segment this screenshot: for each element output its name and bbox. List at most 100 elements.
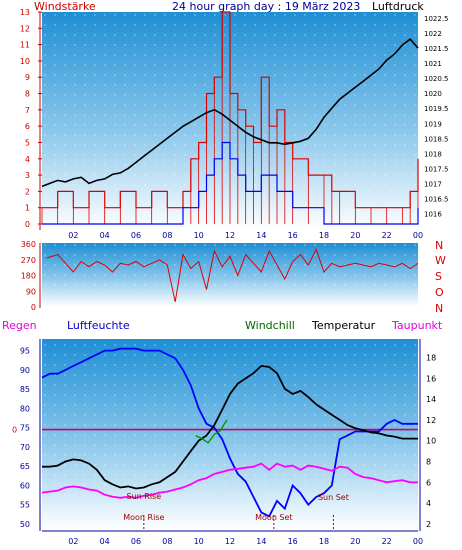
temperature-tick-label: 16: [426, 374, 436, 383]
humidity-tick-label: 55: [20, 501, 30, 510]
dewpoint-series: [41, 462, 418, 499]
wind-direction-series: [46, 248, 419, 302]
pressure-tick-label: 1016.5: [424, 195, 449, 203]
rain-axis-label: Regen: [2, 319, 37, 332]
wind-tick-label: 12: [20, 24, 30, 33]
direction-letter-s: S: [435, 270, 442, 283]
hour-tick-label-top: 12: [225, 231, 235, 240]
humidity-tick-label: 65: [20, 462, 30, 471]
hour-tick-label-top: 22: [382, 231, 392, 240]
hour-tick-label-top: 08: [162, 231, 172, 240]
pressure-tick-label: 1021: [424, 60, 442, 68]
pressure-tick-label: 1019.5: [424, 105, 449, 113]
moon-rise-label: Moon Rise: [123, 513, 164, 522]
pressure-tick-label: 1022: [424, 30, 442, 38]
hour-tick-label-bottom: 00: [413, 537, 423, 546]
hour-tick-label-bottom: 14: [256, 537, 266, 546]
hour-tick-label-top: 06: [131, 231, 141, 240]
wind-tick-label: 4: [25, 155, 30, 164]
chart-title: 24 hour graph day : 19 März 2023: [172, 0, 361, 13]
wind-gust-series: [42, 141, 419, 225]
moon-set-label: Moon Set: [255, 513, 292, 522]
sun-set-label: Sun Set: [318, 493, 349, 502]
wind-tick-label: 7: [25, 106, 30, 115]
humidity-tick-label: 75: [20, 424, 30, 433]
hour-tick-label-bottom: 06: [131, 537, 141, 546]
wind-tick-label: 2: [25, 187, 30, 196]
temperature-tick-label: 6: [426, 478, 431, 487]
wind-tick-label: 11: [20, 41, 30, 50]
wind-tick-label: 5: [25, 138, 30, 147]
wind-axis-label: Windstärke: [34, 0, 96, 13]
wind-tick-label: 0: [25, 220, 30, 229]
direction-letter-o: O: [435, 286, 444, 299]
humidity-tick-label: 60: [20, 481, 30, 490]
pressure-axis-label: Luftdruck: [372, 0, 424, 13]
windchill-legend: Windchill: [245, 319, 295, 332]
temperature-tick-label: 18: [426, 354, 436, 363]
wind-speed-series: [42, 11, 419, 209]
hour-tick-label-top: 18: [319, 231, 329, 240]
pressure-tick-label: 1021.5: [424, 45, 449, 53]
wind-tick-label: 8: [25, 90, 30, 99]
wind-tick-label: 13: [20, 8, 30, 17]
windchill-series: [195, 419, 228, 444]
temperature-tick-label: 2: [426, 520, 431, 529]
pressure-tick-label: 1019: [424, 120, 442, 128]
hour-tick-label-bottom: 20: [350, 537, 360, 546]
hour-tick-label-top: 14: [256, 231, 266, 240]
direction-letter-w: W: [435, 254, 446, 267]
temperature-series: [42, 364, 418, 490]
pressure-tick-label: 1017: [424, 180, 442, 188]
humidity-tick-label: 50: [20, 520, 30, 529]
sun-rise-label: Sun Rise: [127, 492, 162, 501]
temperature-tick-label: 12: [426, 416, 436, 425]
humidity-tick-label: 85: [20, 385, 30, 394]
hour-tick-label-top: 10: [194, 231, 204, 240]
hour-tick-label-top: 16: [288, 231, 298, 240]
hour-tick-label-top: 00: [413, 231, 423, 240]
direction-letter-n-top: N: [435, 239, 444, 252]
pressure-tick-label: 1018: [424, 150, 442, 158]
temperature-tick-label: 14: [426, 395, 436, 404]
pressure-tick-label: 1020: [424, 90, 442, 98]
pressure-tick-label: 1016: [424, 210, 442, 218]
humidity-series: [41, 347, 418, 518]
pressure-tick-label: 1018.5: [424, 135, 449, 143]
direction-tick-label: 90: [26, 287, 36, 296]
temperature-tick-label: 8: [426, 457, 431, 466]
hour-tick-label-bottom: 16: [288, 537, 298, 546]
humidity-tick-label: 95: [20, 347, 30, 356]
pressure-tick-label: 1020.5: [424, 75, 449, 83]
wind-tick-label: 1: [25, 204, 30, 213]
pressure-series: [41, 38, 419, 188]
pressure-tick-label: 1022.5: [424, 15, 449, 23]
hour-tick-label-bottom: 04: [100, 537, 110, 546]
hour-tick-label-top: 02: [68, 231, 78, 240]
hour-tick-label-bottom: 12: [225, 537, 235, 546]
wind-tick-label: 9: [25, 73, 30, 82]
dewpoint-legend: Taupunkt: [392, 319, 443, 332]
hour-tick-label-top: 04: [100, 231, 110, 240]
wind-tick-label: 10: [20, 57, 30, 66]
temperature-tick-label: 10: [426, 437, 436, 446]
direction-tick-label: 360: [21, 240, 36, 249]
direction-tick-label: 270: [21, 256, 36, 265]
direction-letter-n-bottom: N: [435, 302, 444, 315]
hour-tick-label-bottom: 02: [68, 537, 78, 546]
direction-tick-label: 180: [21, 272, 36, 281]
wind-tick-label: 6: [25, 122, 30, 131]
humidity-tick-label: 80: [20, 404, 30, 413]
temperature-axis-label: Temperatur: [312, 319, 376, 332]
humidity-tick-label: 90: [20, 366, 30, 375]
hour-tick-label-bottom: 10: [194, 537, 204, 546]
humidity-tick-label: 70: [20, 443, 30, 452]
wind-tick-label: 3: [25, 171, 30, 180]
pressure-tick-label: 1017.5: [424, 165, 449, 173]
hour-tick-label-bottom: 22: [382, 537, 392, 546]
hour-tick-label-top: 20: [350, 231, 360, 240]
humidity-axis-label: Luftfeuchte: [67, 319, 130, 332]
temperature-tick-label: 4: [426, 499, 431, 508]
hour-tick-label-bottom: 08: [162, 537, 172, 546]
